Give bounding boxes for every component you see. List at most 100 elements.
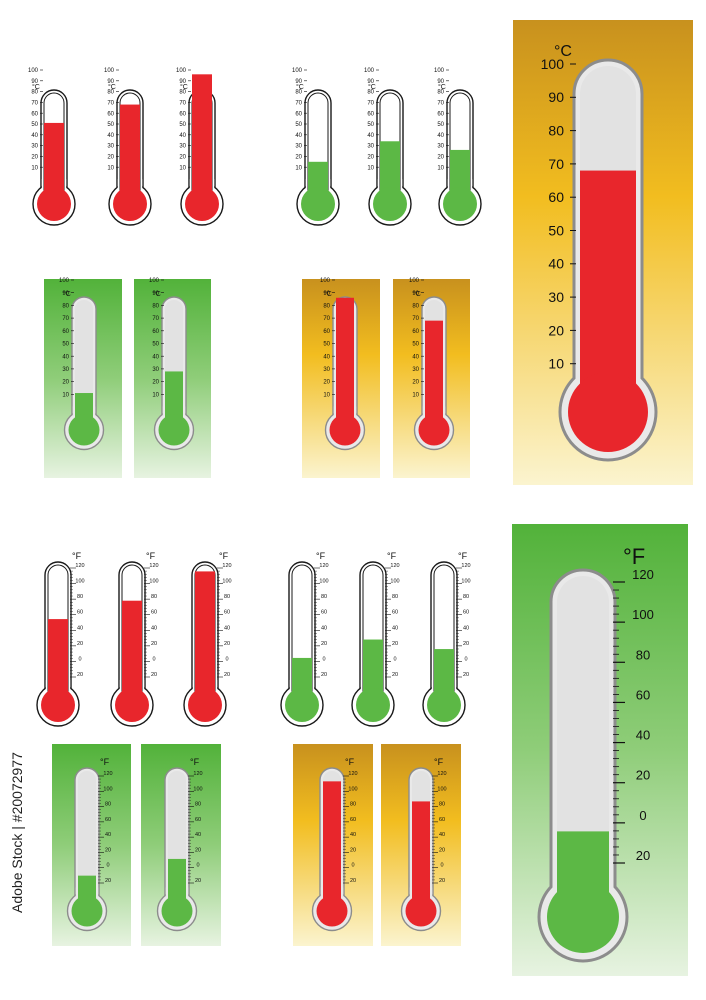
- scale-label: 80: [323, 304, 330, 310]
- scale-label: 0: [322, 656, 325, 662]
- liquid-bulb: [443, 187, 477, 221]
- liquid-bulb: [113, 187, 147, 221]
- scale-label: 120: [75, 563, 84, 569]
- celsius-thermometer: 100 90 80 70 60 50 40 30 20 10 °C: [104, 68, 152, 226]
- celsius-thermometer: 100 90 80 70 60 50 40 30 20 10 °C: [28, 68, 76, 226]
- scale-label: 40: [463, 625, 469, 631]
- scale-label: 20: [636, 848, 650, 863]
- unit-label: °C: [180, 83, 188, 91]
- scale-label: 80: [295, 90, 302, 96]
- scale-label: 100: [104, 68, 115, 74]
- scale-label: 40: [195, 832, 201, 838]
- unit-label: °F: [434, 757, 444, 767]
- scale-label: 10: [437, 165, 444, 171]
- scale-label: 70: [152, 316, 159, 322]
- scale-label: 80: [224, 594, 230, 600]
- scale-label: 100: [434, 68, 445, 74]
- scale-label: 10: [107, 165, 114, 171]
- liquid-column: [323, 781, 341, 911]
- scale-label: 100: [222, 579, 231, 585]
- scale-label: 80: [105, 802, 111, 808]
- scale-label: 0: [152, 656, 155, 662]
- scale-label: 100: [437, 786, 446, 792]
- scale-label: 20: [392, 672, 398, 678]
- liquid-column: [363, 639, 383, 705]
- scale-label: 20: [31, 155, 38, 161]
- scale-label: 10: [295, 165, 302, 171]
- scale-label: 70: [295, 101, 302, 107]
- celsius-thermometer: 100 90 80 70 60 50 40 30 20 10 °C: [292, 68, 340, 226]
- scale-label: 60: [437, 111, 444, 117]
- liquid-bulb: [37, 187, 71, 221]
- fahrenheit-thermometer: 120 100 80 60 40 20 0 20 °F: [351, 551, 400, 727]
- scale-label: 70: [548, 156, 564, 172]
- liquid-column: [336, 297, 354, 430]
- scale-label: 0: [225, 656, 228, 662]
- scale-label: 50: [367, 122, 374, 128]
- scale-label: 20: [412, 380, 419, 386]
- scale-label: 20: [548, 322, 564, 338]
- scale-label: 60: [367, 111, 374, 117]
- scale-label: 90: [437, 79, 444, 85]
- celsius-thermometer: 100 90 80 70 60 50 40 30 20 10 °C: [44, 278, 122, 478]
- scale-label: 100: [409, 278, 420, 284]
- scale-label: 50: [295, 122, 302, 128]
- scale-label: 0: [464, 656, 467, 662]
- scale-label: 0: [639, 808, 646, 823]
- unit-label: °F: [146, 551, 156, 561]
- liquid-bulb: [329, 414, 361, 446]
- scale-label: 120: [193, 771, 202, 777]
- celsius-thermometer: 100 90 80 70 60 50 40 30 20 10 °C: [176, 68, 224, 226]
- scale-label: 40: [31, 133, 38, 139]
- scale-label: 80: [62, 304, 69, 310]
- liquid-bulb: [418, 414, 450, 446]
- scale-label: 0: [393, 656, 396, 662]
- scale-label: 40: [350, 832, 356, 838]
- scale-label: 100: [75, 579, 84, 585]
- scale-label: 60: [548, 189, 564, 205]
- scale-label: 20: [224, 672, 230, 678]
- scale-label: 60: [392, 610, 398, 616]
- scale-label: 20: [179, 155, 186, 161]
- scale-label: 30: [548, 289, 564, 305]
- scale-label: 60: [439, 817, 445, 823]
- scale-label: 30: [437, 144, 444, 150]
- unit-label: °F: [316, 551, 326, 561]
- scale-label: 80: [152, 304, 159, 310]
- scale-label: 20: [295, 155, 302, 161]
- stock-id-text: Adobe Stock | #20072977: [9, 752, 25, 913]
- scale-label: 60: [412, 329, 419, 335]
- scale-label: 30: [295, 144, 302, 150]
- scale-label: 40: [321, 625, 327, 631]
- unit-label: °C: [554, 43, 572, 60]
- scale-label: 10: [152, 392, 159, 398]
- fahrenheit-thermometer: 120 100 80 60 40 20 0 20 °F: [381, 744, 461, 946]
- scale-label: 100: [149, 579, 158, 585]
- scale-label: 60: [463, 610, 469, 616]
- liquid-column: [195, 571, 215, 705]
- scale-label: 100: [149, 278, 160, 284]
- scale-label: 30: [367, 144, 374, 150]
- scale-label: 90: [412, 291, 419, 297]
- scale-label: 20: [62, 380, 69, 386]
- scale-label: 40: [323, 354, 330, 360]
- scale-label: 70: [323, 316, 330, 322]
- liquid-column: [192, 74, 212, 204]
- scale-label: 60: [323, 329, 330, 335]
- scale-label: 120: [461, 563, 470, 569]
- scale-label: 60: [77, 610, 83, 616]
- scale-label: 120: [103, 771, 112, 777]
- scale-label: 100: [103, 786, 112, 792]
- scale-label: 50: [62, 342, 69, 348]
- scale-label: 40: [152, 354, 159, 360]
- unit-label: °C: [438, 83, 446, 91]
- scale-label: 20: [636, 768, 650, 783]
- scale-label: 80: [107, 90, 114, 96]
- scale-label: 80: [392, 594, 398, 600]
- fahrenheit-thermometer: 120 100 80 60 40 20 0 20 °F: [512, 524, 688, 976]
- scale-label: 40: [107, 133, 114, 139]
- unit-label: °C: [413, 290, 421, 298]
- unit-label: °C: [108, 83, 116, 91]
- scale-label: 20: [77, 672, 83, 678]
